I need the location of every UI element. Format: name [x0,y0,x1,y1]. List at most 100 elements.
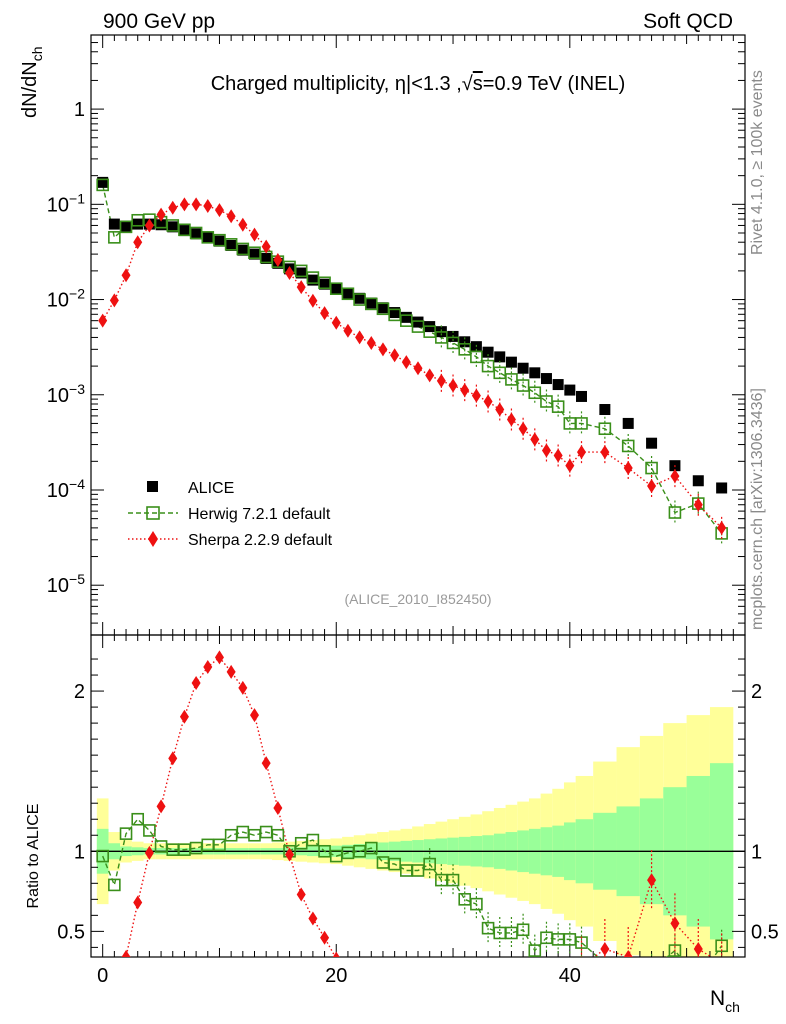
herwig-ratio-point [693,974,704,985]
herwig-ratio-point [294,836,308,850]
sherpa-ratio-point [179,709,189,724]
alice-point [365,297,377,309]
alice-point [482,346,494,358]
herwig-ratio-point [224,828,238,842]
ratio-y-tick-label: 1 [74,841,85,863]
herwig-point [353,293,366,306]
ratio-panel: 0 20 40 0.5 0.5 1 1 2 2 [57,634,779,987]
sherpa-point [623,461,633,476]
herwig-point [481,359,495,373]
x-tick-label: 40 [559,965,581,987]
alice-point [692,475,704,487]
herwig-ratio-point [353,844,366,858]
herwig-ratio-point [516,923,530,937]
sherpa-point [378,342,388,357]
sherpa-ratio-point [261,756,271,771]
x-label-main: N [710,987,725,1010]
sherpa-point [168,200,178,215]
herwig-point [376,302,390,316]
alice-point [599,404,611,416]
herwig-point [388,308,401,322]
herwig-point [446,336,460,350]
main-y-tick-label: 10−4 [47,476,85,502]
herwig-ratio-point [154,840,168,853]
sherpa-ratio-point [367,969,376,983]
sherpa-point [600,445,610,460]
main-plot-title: Charged multiplicity, η|<1.3 ,√s=0.9 TeV… [211,73,626,95]
herwig-ratio-point [458,893,472,906]
alice-point [249,248,260,260]
herwig-point [668,506,682,519]
alice-point [260,252,272,264]
alice-point [307,274,319,286]
alice-point [400,311,412,323]
alice-point [354,292,366,304]
sherpa-point [203,199,213,214]
herwig-point [248,246,261,260]
herwig-point [189,226,203,240]
herwig-ratio-point [540,931,553,945]
herwig-point [119,220,133,234]
sherpa-ratio-point [133,895,143,910]
sherpa-point [425,368,435,383]
main-y-tick-label: 10−1 [47,190,85,216]
alice-point [319,278,331,290]
herwig-point [166,219,180,232]
herwig-point [131,213,145,227]
herwig-ratio-point [131,812,145,826]
alice-point [564,384,576,396]
alice-point [389,307,401,319]
alice-point [202,231,214,243]
sherpa-ratio-point [390,971,399,985]
sherpa-point [460,383,470,398]
herwig-point [318,276,331,290]
main-y-label-sub: ch [29,47,45,62]
herwig-ratio-point [96,849,109,863]
sherpa-ratio-point [121,950,131,957]
herwig-ratio-point [623,966,634,977]
alice-point [132,218,144,230]
sherpa-ratio-point [437,971,446,985]
ratio-y-tick-label-right: 1 [751,841,762,863]
herwig-point [400,314,413,327]
herwig-ratio-point [646,964,657,975]
alice-point [190,228,202,240]
ratio-y-tick-label-right: 0.5 [751,921,779,943]
herwig-ratio-point [329,849,343,863]
ratio-series-group [96,650,728,986]
sherpa-point [553,448,563,463]
ratio-y-tick-label: 2 [74,681,85,703]
sherpa-point [413,361,423,376]
herwig-ratio-point [189,841,203,855]
alice-point [167,221,179,233]
herwig-point [213,233,226,247]
sherpa-ratio-point [238,680,248,695]
herwig-ratio-point [435,873,448,887]
alice-point [576,390,587,402]
alice-point [155,219,167,231]
sherpa-point [250,227,259,242]
sherpa-point [670,469,680,484]
herwig-point [435,331,448,344]
alice-point [342,288,354,300]
sherpa-ratio-point [425,971,434,985]
main-y-tick-label: 10−5 [47,571,85,597]
sherpa-ratio-point [507,972,516,986]
herwig-point [598,422,612,436]
sherpa-ratio-point [156,799,166,814]
legend: ALICE Herwig 7.2.1 default Sherpa 2.2.9 … [128,480,333,549]
ratio-y-tick-label-right: 2 [751,681,762,703]
herwig-ratio-point [318,844,331,858]
analysis-tag: (ALICE_2010_I852450) [344,591,491,607]
herwig-ratio-point [446,873,460,887]
herwig-ratio-point [364,841,378,855]
sherpa-point [179,197,189,212]
herwig-ratio-point [259,825,273,839]
herwig-ratio-point [341,846,355,860]
legend-herwig-label: Herwig 7.2.1 default [188,506,331,523]
sherpa-ratio-point [647,873,657,888]
main-y-tick-label: 10−3 [47,381,85,407]
sherpa-point [191,197,201,212]
herwig-point [224,238,238,251]
